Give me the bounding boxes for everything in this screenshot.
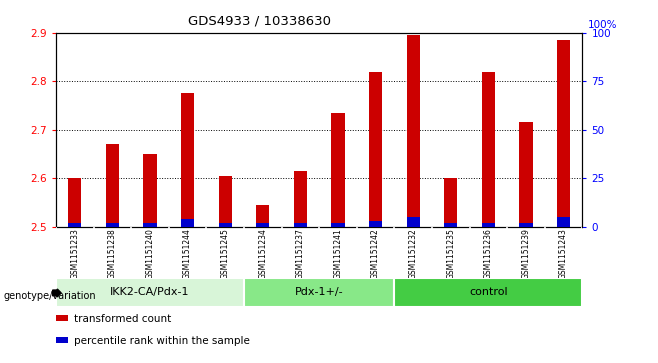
Text: GSM1151241: GSM1151241 bbox=[334, 228, 342, 279]
Text: Pdx-1+/-: Pdx-1+/- bbox=[295, 287, 343, 297]
Bar bbox=[394, 278, 582, 307]
Text: 100%: 100% bbox=[588, 20, 617, 30]
Bar bbox=[519, 122, 532, 227]
Text: GSM1151236: GSM1151236 bbox=[484, 228, 493, 279]
Bar bbox=[181, 219, 194, 227]
Text: transformed count: transformed count bbox=[74, 314, 172, 325]
Bar bbox=[332, 113, 345, 227]
Bar bbox=[407, 35, 420, 227]
Bar bbox=[68, 223, 82, 227]
Bar bbox=[332, 223, 345, 227]
Bar bbox=[557, 40, 570, 227]
Bar bbox=[293, 171, 307, 227]
Text: GDS4933 / 10338630: GDS4933 / 10338630 bbox=[188, 15, 330, 28]
Bar bbox=[218, 223, 232, 227]
Bar bbox=[519, 223, 532, 227]
Bar bbox=[482, 72, 495, 227]
Bar bbox=[56, 278, 244, 307]
Text: GSM1151235: GSM1151235 bbox=[446, 228, 455, 279]
Bar bbox=[181, 93, 194, 227]
Bar bbox=[106, 144, 119, 227]
Bar bbox=[68, 178, 82, 227]
Bar bbox=[444, 178, 457, 227]
Bar bbox=[557, 217, 570, 227]
Bar bbox=[444, 223, 457, 227]
Text: GSM1151245: GSM1151245 bbox=[220, 228, 230, 279]
Bar bbox=[143, 223, 157, 227]
Text: GSM1151242: GSM1151242 bbox=[371, 228, 380, 279]
Text: GSM1151238: GSM1151238 bbox=[108, 228, 117, 279]
Text: GSM1151240: GSM1151240 bbox=[145, 228, 155, 279]
Bar bbox=[369, 72, 382, 227]
Text: GSM1151239: GSM1151239 bbox=[521, 228, 530, 279]
Bar bbox=[143, 154, 157, 227]
Text: GSM1151237: GSM1151237 bbox=[296, 228, 305, 279]
Bar bbox=[244, 278, 394, 307]
Text: control: control bbox=[469, 287, 507, 297]
Bar bbox=[293, 223, 307, 227]
Bar bbox=[256, 223, 269, 227]
Bar bbox=[482, 223, 495, 227]
Text: GSM1151234: GSM1151234 bbox=[258, 228, 267, 279]
Text: GSM1151232: GSM1151232 bbox=[409, 228, 418, 279]
Text: GSM1151233: GSM1151233 bbox=[70, 228, 79, 279]
Text: percentile rank within the sample: percentile rank within the sample bbox=[74, 336, 250, 346]
Bar bbox=[218, 176, 232, 227]
Bar bbox=[256, 205, 269, 227]
Bar bbox=[369, 221, 382, 227]
Text: IKK2-CA/Pdx-1: IKK2-CA/Pdx-1 bbox=[110, 287, 190, 297]
Bar bbox=[407, 217, 420, 227]
Text: genotype/variation: genotype/variation bbox=[3, 291, 96, 301]
Text: GSM1151244: GSM1151244 bbox=[183, 228, 192, 279]
Text: GSM1151243: GSM1151243 bbox=[559, 228, 568, 279]
Bar bbox=[106, 223, 119, 227]
